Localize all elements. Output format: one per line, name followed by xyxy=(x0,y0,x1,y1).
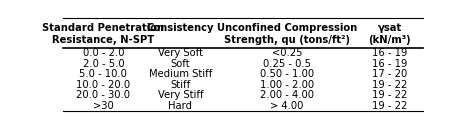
Text: 0.0 - 2.0: 0.0 - 2.0 xyxy=(82,48,124,58)
Text: 16 - 19: 16 - 19 xyxy=(372,48,408,58)
Text: Very Soft: Very Soft xyxy=(158,48,203,58)
Text: Soft: Soft xyxy=(171,59,190,69)
Text: 5.0 - 10.0: 5.0 - 10.0 xyxy=(79,69,128,79)
Text: Unconfined Compression: Unconfined Compression xyxy=(217,23,357,33)
Text: Resistance, N-SPT: Resistance, N-SPT xyxy=(52,35,155,45)
Text: Medium Stiff: Medium Stiff xyxy=(149,69,212,79)
Text: > 4.00: > 4.00 xyxy=(270,101,304,111)
Text: Strength, qu (tons/ft²): Strength, qu (tons/ft²) xyxy=(224,35,350,45)
Text: Very Stiff: Very Stiff xyxy=(158,90,203,100)
Text: 19 - 22: 19 - 22 xyxy=(372,90,408,100)
Text: Stiff: Stiff xyxy=(170,80,191,90)
Text: 10.0 - 20.0: 10.0 - 20.0 xyxy=(76,80,130,90)
Text: 17 - 20: 17 - 20 xyxy=(372,69,408,79)
Text: Hard: Hard xyxy=(168,101,192,111)
Text: >30: >30 xyxy=(93,101,114,111)
Text: 2.0 - 5.0: 2.0 - 5.0 xyxy=(82,59,124,69)
Text: 0.50 - 1.00: 0.50 - 1.00 xyxy=(260,69,314,79)
Text: 19 - 22: 19 - 22 xyxy=(372,101,408,111)
Text: γsat: γsat xyxy=(378,23,402,33)
Text: Standard Penetration: Standard Penetration xyxy=(42,23,164,33)
Text: 1.00 - 2.00: 1.00 - 2.00 xyxy=(260,80,314,90)
Text: (kN/m³): (kN/m³) xyxy=(369,35,411,45)
Text: 19 - 22: 19 - 22 xyxy=(372,80,408,90)
Text: <0.25: <0.25 xyxy=(272,48,302,58)
Text: 2.00 - 4.00: 2.00 - 4.00 xyxy=(260,90,314,100)
Text: 20.0 - 30.0: 20.0 - 30.0 xyxy=(76,90,130,100)
Text: Consistency: Consistency xyxy=(147,23,214,33)
Text: 0.25 - 0.5: 0.25 - 0.5 xyxy=(263,59,311,69)
Text: 16 - 19: 16 - 19 xyxy=(372,59,408,69)
